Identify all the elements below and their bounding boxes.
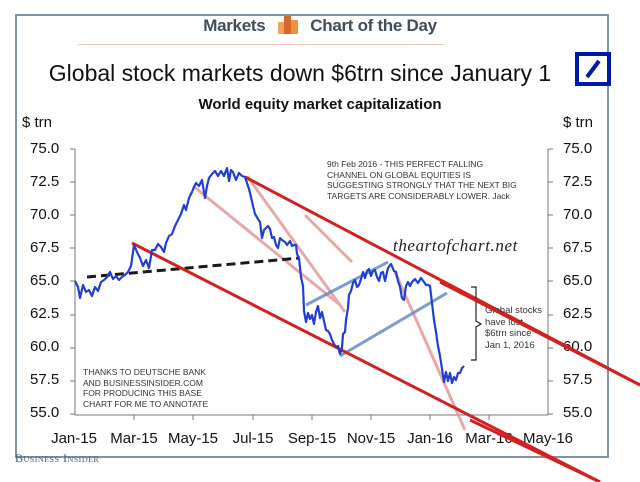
theartofchart-watermark: theartofchart.net	[393, 236, 518, 255]
y-tick-left: 60.0	[30, 338, 60, 355]
x-tick: May-15	[167, 430, 219, 447]
y-tick-right: 72.5	[563, 173, 593, 190]
chart-title: World equity market capitalization	[198, 96, 442, 113]
header-markets: Markets	[203, 16, 266, 35]
world-equity-series	[74, 166, 465, 385]
y-tick-right: 55.0	[563, 404, 593, 421]
y-tick-right: 70.0	[563, 206, 593, 223]
y-tick-left: 72.5	[30, 173, 60, 190]
y-tick-right: 75.0	[563, 140, 593, 157]
y-tick-left: 62.5	[30, 305, 60, 322]
chart-of-the-day-header: Markets Chart of the Day	[0, 16, 640, 42]
chart-headline: Global stock markets down $6trn since Ja…	[48, 60, 552, 86]
x-tick: Sep-15	[287, 430, 337, 447]
y-tick-left: 75.0	[30, 140, 60, 157]
header-divider	[78, 44, 444, 45]
dashed-support-line	[86, 256, 301, 279]
x-tick: Jan-16	[407, 430, 453, 447]
bracket-label: Global stocks have lost $6trn since Jan …	[485, 305, 543, 351]
bar-chart-logo-icon	[277, 16, 298, 34]
y-tick-left: 70.0	[30, 206, 60, 223]
x-tick: Nov-15	[346, 430, 396, 447]
x-tick: Jan-15	[51, 430, 97, 447]
y-axis-label-right: $ trn	[563, 114, 594, 131]
y-axis-label-left: $ trn	[22, 114, 53, 131]
deutsche-bank-logo-icon	[575, 52, 611, 86]
y-tick-left: 67.5	[30, 239, 60, 256]
falling-channel-note: 9th Feb 2016 - THIS PERFECT FALLING CHAN…	[327, 159, 517, 201]
x-tick: Mar-15	[110, 430, 158, 447]
y-tick-left: 55.0	[30, 404, 60, 421]
y-tick-left: 57.5	[30, 371, 60, 388]
header-chart-of-the-day: Chart of the Day	[310, 16, 437, 35]
y-tick-right: 67.5	[563, 239, 593, 256]
y-tick-left: 65.0	[30, 272, 60, 289]
x-tick: Jul-15	[232, 430, 274, 447]
business-insider-credit: Business Insider	[15, 451, 100, 465]
credits-note: THANKS TO DEUTSCHE BANK AND BUSINESSINSI…	[83, 367, 209, 409]
